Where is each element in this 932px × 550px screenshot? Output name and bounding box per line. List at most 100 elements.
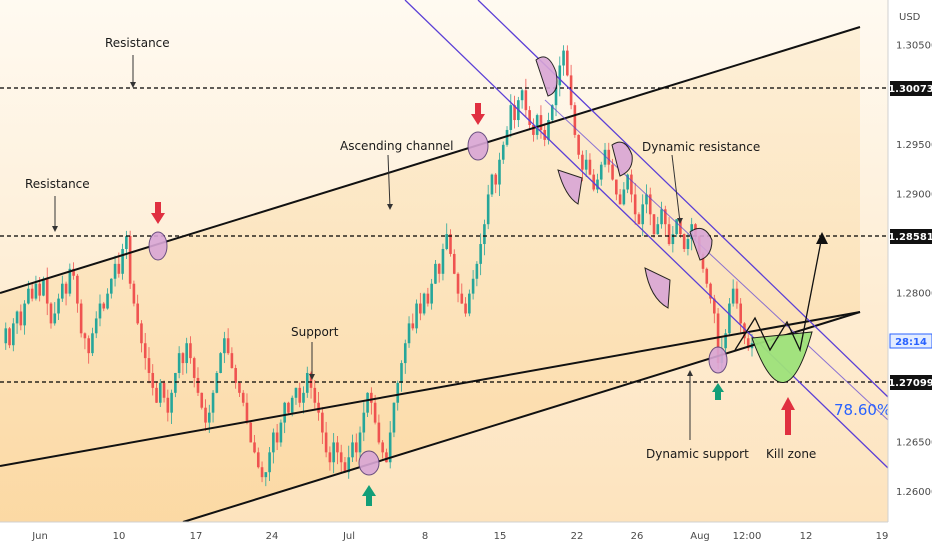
price-axis-ticks[interactable]: 1.30500 1.29500 1.29000 1.28000 1.26500 1.260…	[896, 41, 932, 498]
time-tick-label: 26	[631, 531, 644, 542]
candle-body	[336, 442, 339, 453]
candle-body	[339, 452, 343, 463]
candle-body	[626, 174, 629, 190]
price-levels	[0, 87, 888, 383]
candle-body	[494, 174, 498, 185]
bump-2	[557, 169, 583, 205]
candle-body	[464, 303, 467, 314]
candle-body	[53, 313, 57, 324]
candle-body	[347, 457, 351, 473]
candle-body	[294, 387, 298, 398]
candle-body	[596, 179, 599, 190]
candle-body	[660, 209, 663, 225]
candle-body	[566, 50, 569, 76]
candle-body	[241, 392, 245, 403]
candle-body	[682, 234, 686, 249]
candle-body	[441, 248, 445, 274]
time-tick-label: 22	[571, 531, 584, 542]
bump-1	[535, 56, 558, 97]
candle-body	[377, 422, 381, 443]
time-axis-ticks[interactable]: Jun 10 17 24 Jul 8 15 22 26 Aug 12:00 12 19	[31, 531, 888, 542]
candle-body	[437, 263, 441, 274]
candle-body	[128, 236, 132, 284]
candle-body	[396, 382, 400, 403]
price-tag-current-text: 28:14	[895, 337, 927, 348]
candle-body	[98, 303, 102, 319]
time-tick-label: 24	[266, 531, 279, 542]
candle-body	[72, 268, 75, 276]
candle-body	[656, 224, 660, 235]
touch-circle-3	[467, 131, 489, 161]
candle-body	[648, 194, 652, 215]
candle-body	[415, 303, 418, 329]
candle-body	[30, 288, 34, 299]
candle-body	[15, 311, 19, 324]
candle-body	[403, 343, 407, 364]
candle-body	[735, 288, 739, 304]
candle-body	[743, 323, 746, 339]
candle-body	[434, 263, 437, 284]
time-tick-label: Jul	[342, 531, 355, 542]
candle-body	[147, 358, 151, 373]
red-arrow-icon	[151, 202, 165, 224]
candle-body	[539, 115, 543, 130]
candle-body	[305, 372, 309, 393]
candle-body	[501, 144, 505, 160]
candle-body	[618, 194, 622, 205]
candle-body	[8, 328, 11, 346]
time-tick-label: 8	[422, 531, 428, 542]
candle-body	[400, 363, 403, 383]
candle-body	[588, 159, 592, 175]
price-tag-current: 28:14	[889, 333, 932, 349]
candle-body	[562, 50, 565, 66]
candle-body	[166, 397, 170, 413]
candle-body	[547, 120, 550, 140]
currency-label: USD	[899, 12, 921, 23]
candle-body	[125, 236, 128, 249]
annotation-resistance-top: Resistance	[105, 36, 170, 50]
candle-body	[739, 303, 742, 324]
ascending-channel-top[interactable]	[0, 26, 861, 294]
ascending-channel-mid[interactable]	[0, 311, 861, 467]
candle-body	[460, 293, 464, 304]
candle-body	[479, 244, 482, 264]
descending-channel-lower[interactable]	[404, 0, 889, 469]
price-tag-support-text: 1.27099	[888, 378, 932, 389]
candle-body	[554, 85, 558, 106]
price-tag-resistance-upper: 1.30073	[888, 81, 932, 96]
candle-body	[27, 288, 30, 304]
candle-body	[509, 105, 513, 130]
candle-body	[686, 239, 690, 249]
candle-body	[456, 273, 460, 294]
candle-body	[91, 333, 94, 354]
bump-3	[611, 141, 633, 177]
candle-body	[272, 432, 275, 453]
candle-body	[4, 328, 8, 344]
candle-body	[162, 382, 166, 398]
candle-body	[264, 472, 268, 478]
candle-body	[121, 248, 124, 274]
time-tick-label: Aug	[690, 531, 710, 542]
candle-body	[728, 303, 731, 334]
price-tick-label: 1.26500	[896, 437, 932, 448]
price-tag-resistance-mid: 1.28581	[888, 229, 932, 244]
candle-body	[181, 353, 185, 364]
time-tick-label: 10	[113, 531, 126, 542]
time-tick-label: 17	[190, 531, 203, 542]
touch-circle-4	[708, 346, 728, 374]
candle-body	[705, 268, 709, 284]
candle-body	[664, 209, 667, 225]
candle-body	[584, 159, 588, 170]
candle-body	[667, 224, 671, 245]
candle-body	[317, 402, 320, 413]
candle-body	[34, 283, 38, 299]
candle-body	[215, 372, 219, 393]
candle-body	[102, 303, 106, 309]
ascending-channel-bottom[interactable]	[182, 311, 861, 523]
ascending-channel-fill	[0, 27, 860, 522]
time-axis-background	[0, 522, 888, 550]
price-tag-resistance-upper-text: 1.30073	[888, 84, 932, 95]
price-tick-label: 1.26000	[896, 487, 932, 498]
candle-body	[57, 298, 60, 314]
